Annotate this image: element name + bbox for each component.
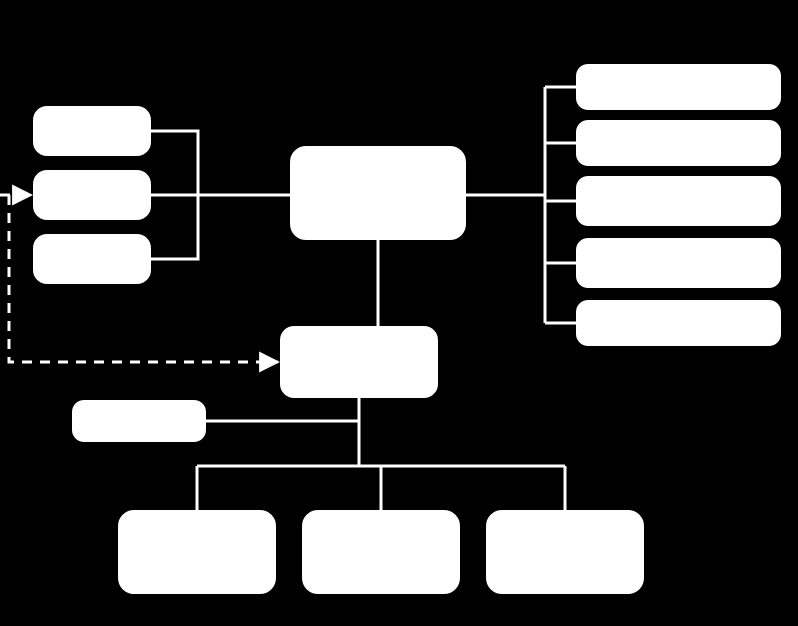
- node-left-2: [33, 170, 151, 220]
- node-bottom-2: [302, 510, 460, 594]
- node-center-mid: [280, 326, 438, 398]
- org-chart-canvas: ESTRUTURA ORGANIZACIONAL DE RESPOSTA: [0, 0, 798, 626]
- node-right-1: [576, 64, 781, 110]
- node-small-left: [72, 400, 206, 442]
- node-right-5: [576, 300, 781, 346]
- node-center-top: [290, 146, 466, 240]
- node-left-1: [33, 106, 151, 156]
- node-right-3: [576, 176, 781, 226]
- edge-solid: [151, 131, 198, 259]
- node-left-3: [33, 234, 151, 284]
- node-bottom-1: [118, 510, 276, 594]
- node-bottom-3: [486, 510, 644, 594]
- node-right-2: [576, 120, 781, 166]
- diagram-title: ESTRUTURA ORGANIZACIONAL DE RESPOSTA: [152, 12, 611, 35]
- node-right-4: [576, 238, 781, 288]
